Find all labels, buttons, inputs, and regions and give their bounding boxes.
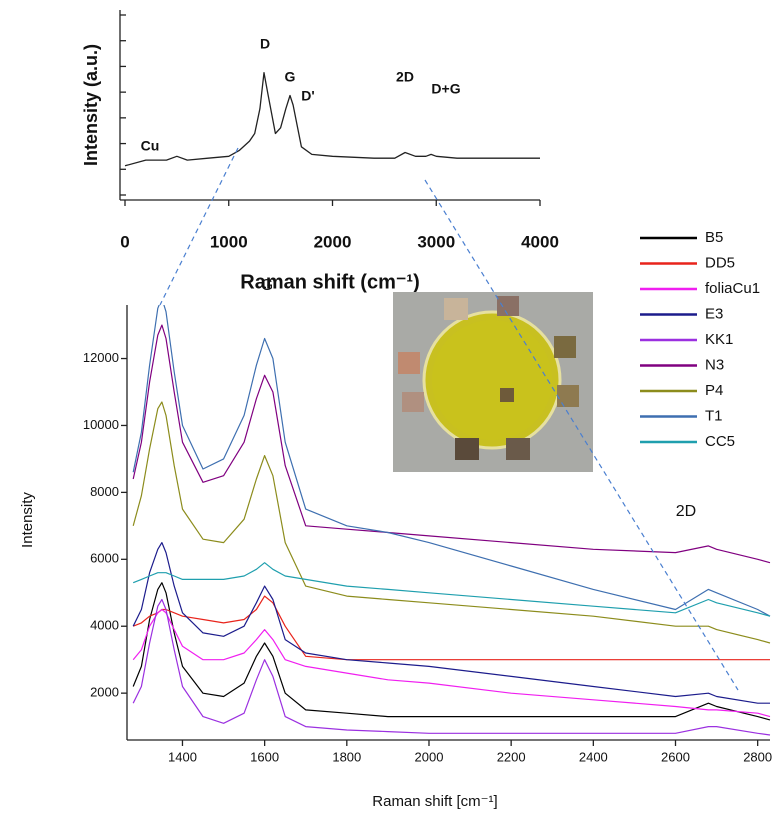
line xyxy=(133,600,770,736)
y-tick-label: 4000 xyxy=(90,618,119,633)
x-tick-label: 3000 xyxy=(417,232,455,251)
x-tick-label: 2000 xyxy=(415,749,444,764)
line xyxy=(133,563,770,617)
x-tick-label: 2400 xyxy=(579,749,608,764)
annotation: Cu xyxy=(141,138,160,154)
y-tick-label: 6000 xyxy=(90,551,119,566)
legend-label: E3 xyxy=(705,305,723,322)
annotation: G xyxy=(285,69,296,85)
annotation: D+G xyxy=(431,81,460,97)
legend-label: T1 xyxy=(705,407,723,424)
x-tick-label: 2200 xyxy=(497,749,526,764)
x-tick-label: 2000 xyxy=(314,232,352,251)
x-tick-label: 1800 xyxy=(332,749,361,764)
line xyxy=(133,596,770,660)
legend-label: DD5 xyxy=(705,254,735,271)
legend-label: N3 xyxy=(705,356,724,373)
annotation: G xyxy=(261,277,273,294)
x-tick-label: 1600 xyxy=(250,749,279,764)
legend-label: P4 xyxy=(705,382,723,399)
annotation: D' xyxy=(301,88,314,104)
annotation: 2D xyxy=(676,503,696,520)
y-axis-label: Intensity xyxy=(19,492,36,548)
annotation: 2D xyxy=(396,69,414,85)
x-tick-label: 0 xyxy=(120,232,129,251)
annotation: D xyxy=(260,36,270,52)
x-tick-label: 4000 xyxy=(521,232,559,251)
y-tick-label: 12000 xyxy=(83,350,119,365)
x-tick-label: 2600 xyxy=(661,749,690,764)
plot-area xyxy=(125,73,540,166)
legend-label: KK1 xyxy=(705,331,733,348)
legend-label: foliaCu1 xyxy=(705,280,760,297)
x-tick-label: 1000 xyxy=(210,232,248,251)
figure: 01000200030004000Raman shift (cm⁻¹)Inten… xyxy=(0,0,776,814)
y-tick-label: 10000 xyxy=(83,417,119,432)
legend-label: CC5 xyxy=(705,433,735,450)
y-axis-label: Intensity (a.u.) xyxy=(81,44,101,166)
photo xyxy=(393,292,593,472)
x-tick-label: 2800 xyxy=(743,749,772,764)
legend-label: B5 xyxy=(705,229,723,246)
x-tick-label: 1400 xyxy=(168,749,197,764)
line xyxy=(133,543,770,704)
line xyxy=(125,73,540,166)
x-axis-label: Raman shift [cm⁻¹] xyxy=(372,793,497,810)
line xyxy=(133,583,770,720)
y-tick-label: 2000 xyxy=(90,685,119,700)
y-tick-label: 8000 xyxy=(90,484,119,499)
